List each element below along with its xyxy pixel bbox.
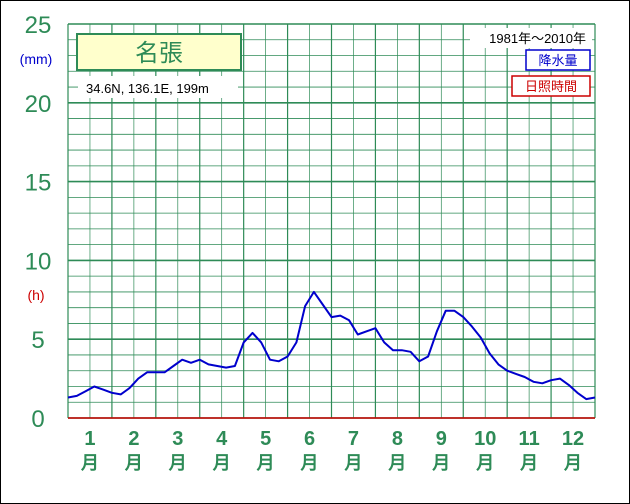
- month-suffix-label: 月: [256, 453, 275, 474]
- y-tick-label: 20: [25, 91, 52, 118]
- month-number-label: 6: [304, 428, 315, 450]
- month-suffix-label: 月: [563, 453, 582, 474]
- month-suffix-label: 月: [475, 453, 494, 474]
- month-suffix-label: 月: [212, 453, 231, 474]
- month-suffix-label: 月: [343, 453, 362, 474]
- y-tick-label: 25: [25, 12, 52, 39]
- month-number-label: 2: [128, 428, 139, 450]
- station-title-box: [76, 33, 242, 71]
- month-labels: 1 月 2 月 3 月 4 月 5 月 6 月 7 月 8 月 9 月 10 月 11 月 12 月: [80, 428, 584, 474]
- y-tick-label: 5: [31, 327, 44, 354]
- y-tick-label: 15: [25, 170, 52, 197]
- station-title: 名張: [135, 39, 183, 67]
- series: [67, 290, 596, 419]
- month-number-label: 11: [519, 428, 540, 450]
- month-suffix-label: 月: [80, 453, 99, 474]
- period-label: 1981年〜2010年: [489, 31, 586, 46]
- month-number-label: 7: [348, 428, 359, 450]
- legend-sunshine-box: [511, 75, 591, 97]
- location-bg: [78, 76, 238, 98]
- legend-precip-label: 降水量: [538, 54, 577, 69]
- month-suffix-label: 月: [387, 453, 406, 474]
- month-suffix-label: 月: [431, 453, 450, 474]
- y-tick-label: 10: [25, 248, 52, 275]
- month-number-label: 1: [84, 428, 95, 450]
- legend-precip-box: [525, 49, 591, 71]
- month-number-label: 9: [436, 428, 447, 450]
- station-location: 34.6N, 136.1E, 199m: [86, 81, 209, 96]
- month-number-label: 5: [260, 428, 271, 450]
- month-number-label: 12: [562, 428, 584, 450]
- month-suffix-label: 月: [168, 453, 187, 474]
- y-tick-label: 0: [31, 406, 44, 433]
- month-number-label: 4: [216, 428, 228, 450]
- axis-labels: 0 5 10 15 20 25: [25, 12, 52, 433]
- month-number-label: 10: [474, 428, 496, 450]
- y-unit-sunshine: (h): [27, 287, 44, 303]
- month-number-label: 3: [172, 428, 183, 450]
- legend-sunshine-label: 日照時間: [525, 80, 577, 95]
- month-suffix-label: 月: [124, 453, 143, 474]
- month-suffix-label: 月: [519, 453, 538, 474]
- period-bg: [470, 28, 592, 48]
- y-unit-precip: (mm): [20, 51, 53, 67]
- month-number-label: 8: [392, 428, 403, 450]
- precip-line: [67, 290, 596, 401]
- month-suffix-label: 月: [300, 453, 319, 474]
